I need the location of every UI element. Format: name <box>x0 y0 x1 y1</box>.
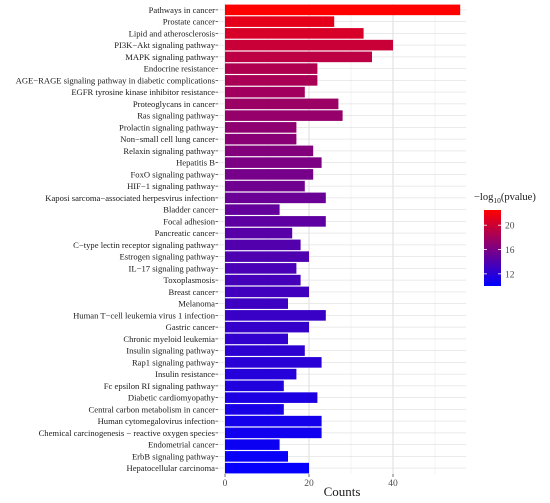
category-label: Chronic myeloid leukemia <box>123 334 215 344</box>
category-label: Central carbon metabolism in cancer <box>89 404 216 414</box>
category-label: Rap1 signaling pathway <box>132 357 216 367</box>
category-label: Toxoplasmosis <box>164 275 216 285</box>
bar <box>225 39 393 51</box>
bar <box>225 192 326 204</box>
category-label: Fc epsilon RI signaling pathway <box>104 381 216 391</box>
legend-title: −log10(pvalue) <box>474 192 536 205</box>
legend-title-prefix: −log <box>474 192 494 203</box>
category-label: ErbB signaling pathway <box>132 451 216 461</box>
bar <box>225 451 288 462</box>
bar <box>225 298 288 309</box>
category-label: Proteoglycans in cancer <box>133 99 215 109</box>
bar <box>225 415 322 427</box>
bar <box>225 16 335 27</box>
color-legend: −log10(pvalue) 20 16 12 <box>474 192 536 286</box>
bar <box>225 310 326 321</box>
category-label: Estrogen signaling pathway <box>120 252 216 262</box>
bar <box>225 239 301 251</box>
x-axis-title: Counts <box>324 484 361 499</box>
legend-tick-label: 12 <box>505 270 515 280</box>
category-label: Kaposi sarcoma−associated herpesvirus in… <box>45 193 215 203</box>
category-label: AGE−RAGE signaling pathway in diabetic c… <box>16 75 216 85</box>
legend-colorbar <box>484 210 501 286</box>
bars <box>225 4 461 474</box>
bar <box>225 263 297 274</box>
category-label: Gastric cancer <box>166 322 216 332</box>
category-label: MAPK signaling pathway <box>125 52 215 62</box>
category-label: Breast cancer <box>168 287 215 297</box>
bar <box>225 345 305 356</box>
bar <box>225 368 297 380</box>
category-label: Prolactin signaling pathway <box>119 122 216 132</box>
category-label: PI3K−Akt signaling pathway <box>114 40 216 50</box>
category-label: Relaxin signaling pathway <box>123 146 215 156</box>
legend-tick-label: 20 <box>505 222 515 232</box>
bar <box>225 333 288 345</box>
bar <box>225 427 322 439</box>
category-label: Hepatitis B <box>176 158 215 168</box>
bar <box>225 98 339 110</box>
legend-title-sub: 10 <box>493 196 501 205</box>
category-label: Non−small cell lung cancer <box>120 134 215 144</box>
bar <box>225 133 297 145</box>
bar <box>225 145 314 157</box>
bar <box>225 357 322 368</box>
x-axis-ticks: 0 20 40 <box>223 474 398 489</box>
bar <box>225 86 305 98</box>
category-label: EGFR tyrosine kinase inhibitor resistanc… <box>71 87 215 97</box>
category-label: Endocrine resistance <box>144 64 216 74</box>
category-label: Pancreatic cancer <box>155 228 215 238</box>
bar <box>225 404 284 415</box>
category-label: Insulin signaling pathway <box>126 346 215 356</box>
category-label: Melanoma <box>178 299 215 309</box>
bar <box>225 204 280 215</box>
bar <box>225 286 309 298</box>
category-label: Focal adhesion <box>163 216 215 226</box>
x-tick-label: 20 <box>304 479 314 489</box>
category-label: Bladder cancer <box>163 205 215 215</box>
bar <box>225 75 318 86</box>
bar <box>225 110 343 121</box>
bar <box>225 380 284 392</box>
bar <box>225 169 314 180</box>
legend-title-suffix: (pvalue) <box>501 192 536 203</box>
category-label: Insulin resistance <box>155 369 215 379</box>
bar <box>225 51 372 63</box>
bar <box>225 157 322 168</box>
category-label: Human T−cell leukemia virus 1 infection <box>73 310 216 320</box>
category-label: Ras signaling pathway <box>137 111 216 121</box>
category-label: IL−17 signaling pathway <box>129 263 216 273</box>
category-label: Endometrial cancer <box>148 440 215 450</box>
category-label: HIF−1 signaling pathway <box>127 181 216 191</box>
legend-tick-label: 16 <box>505 246 515 256</box>
bar <box>225 63 318 74</box>
category-label: Human cytomegalovirus infection <box>98 416 216 426</box>
bar <box>225 462 309 474</box>
bar <box>225 227 293 239</box>
bar <box>225 251 309 262</box>
category-label: Pathways in cancer <box>149 5 215 15</box>
category-label: Lipid and atherosclerosis <box>129 28 216 38</box>
bar <box>225 274 301 286</box>
category-label: FoxO signaling pathway <box>131 169 216 179</box>
bar <box>225 321 309 333</box>
bar <box>225 28 364 39</box>
bar <box>225 180 305 192</box>
bar <box>225 439 280 450</box>
category-label: Chemical carcinogenesis − reactive oxyge… <box>39 428 216 438</box>
x-tick-label: 40 <box>388 479 398 489</box>
x-tick-label: 0 <box>223 479 228 489</box>
bar <box>225 392 318 403</box>
category-label: C−type lectin receptor signaling pathway <box>73 240 216 250</box>
category-label: Hepatocellular carcinoma <box>126 463 215 473</box>
category-label: Diabetic cardiomyopathy <box>128 393 216 403</box>
bar <box>225 4 461 16</box>
category-label: Prostate cancer <box>163 17 215 27</box>
bar <box>225 122 297 133</box>
bar <box>225 216 326 227</box>
